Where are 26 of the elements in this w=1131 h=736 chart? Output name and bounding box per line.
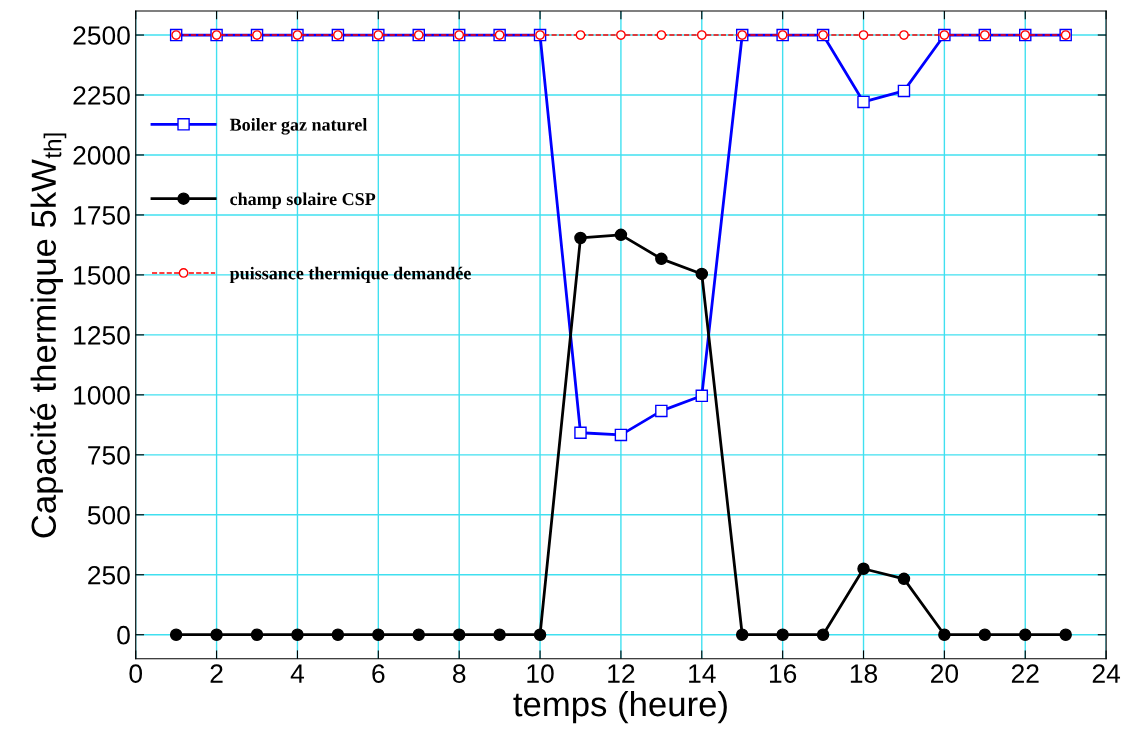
x-tick-label: 2 bbox=[210, 664, 223, 683]
y-tick-label: 1000 bbox=[74, 385, 130, 405]
y-tick-label: 750 bbox=[88, 445, 130, 465]
x-tick-label: 18 bbox=[850, 664, 878, 683]
y-tick-label: 2500 bbox=[73, 26, 130, 45]
y-tick-label: 2250 bbox=[73, 86, 130, 105]
y-tick-label: 0 bbox=[117, 625, 130, 645]
y-axis-title: Capacité thermique 5kW$_{th]}$ bbox=[30, 133, 67, 538]
y-tick-label: 2000 bbox=[73, 146, 130, 165]
y-tick-label: 1250 bbox=[74, 326, 130, 345]
x-tick-label: 14 bbox=[689, 664, 716, 683]
x-tick-label: 8 bbox=[452, 664, 466, 683]
x-tick-label: 20 bbox=[931, 664, 959, 683]
y-tick-label: 1750 bbox=[74, 206, 130, 225]
x-tick-label: 12 bbox=[608, 664, 635, 683]
x-tick-label: 10 bbox=[527, 664, 554, 683]
x-tick-label: 0 bbox=[129, 664, 143, 683]
x-tick-label: 4 bbox=[290, 664, 305, 683]
y-tick-label: 250 bbox=[88, 565, 130, 585]
x-tick-label: 24 bbox=[1092, 664, 1121, 683]
x-tick-label: 6 bbox=[372, 664, 385, 683]
x-tick-label: 16 bbox=[769, 664, 797, 683]
x-tick-label: 22 bbox=[1011, 664, 1039, 683]
x-axis-title: temps (heure) bbox=[513, 690, 727, 724]
y-tick-label: 500 bbox=[87, 505, 130, 525]
y-tick-label: 1500 bbox=[74, 266, 130, 285]
